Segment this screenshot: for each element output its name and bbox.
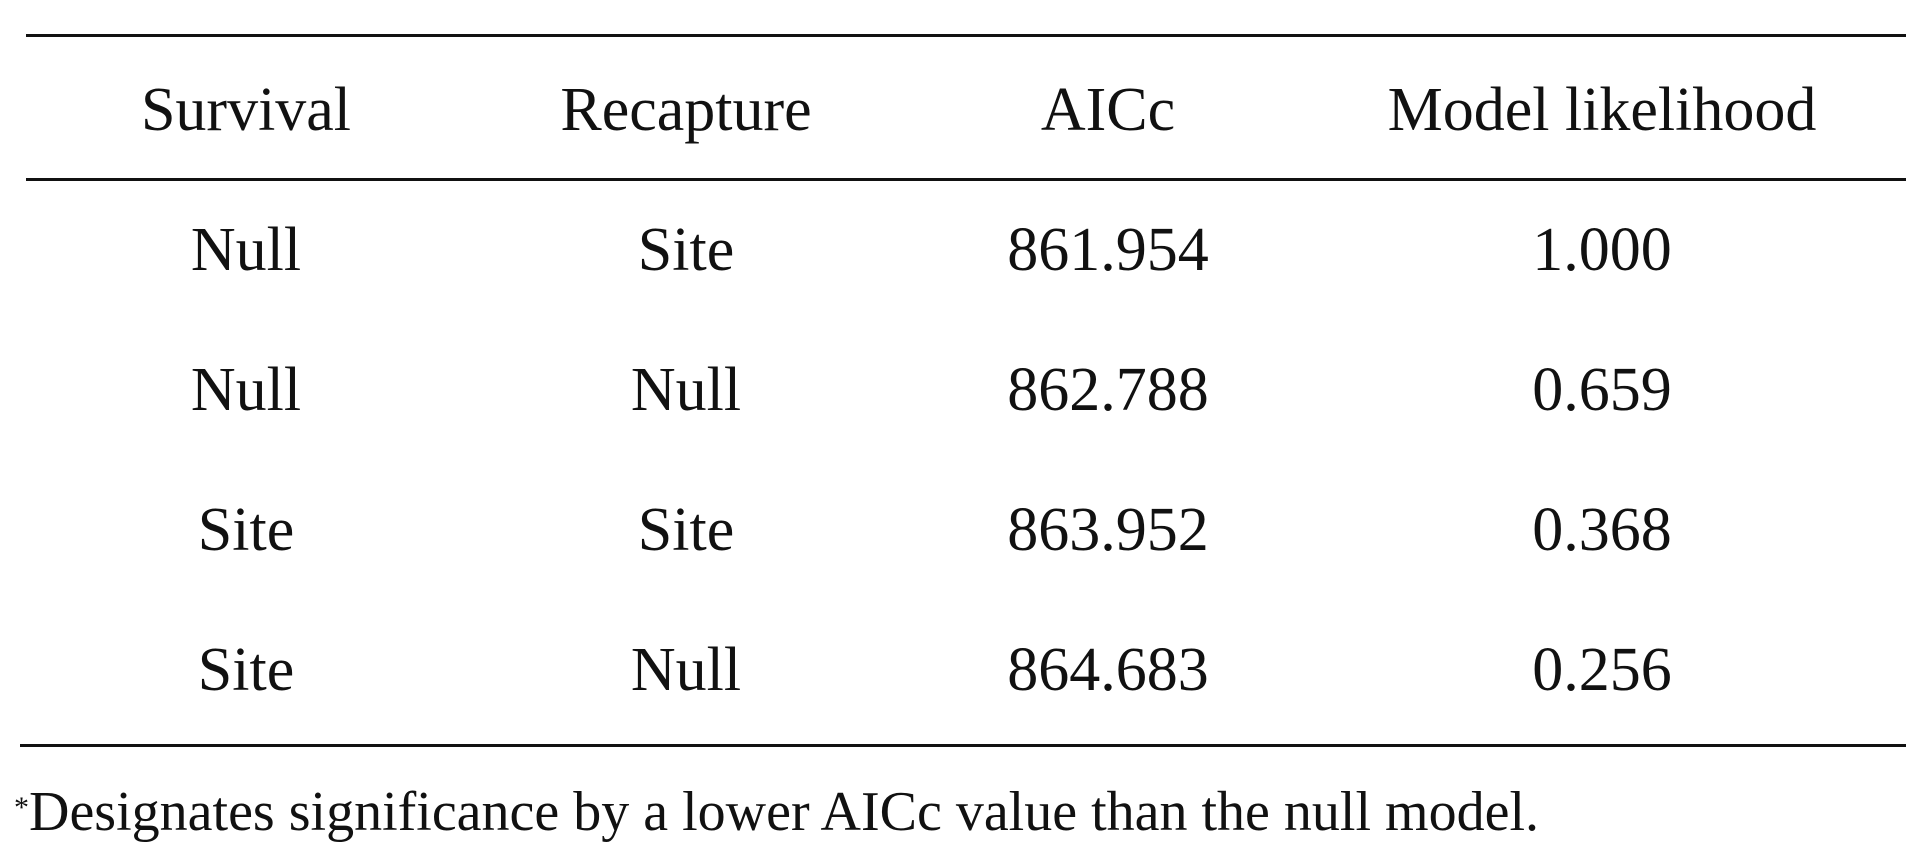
cell-model-likelihood: 0.256 <box>1532 636 1672 704</box>
header-aicc: AICc <box>1040 76 1176 144</box>
cell-recapture: Site <box>637 496 735 564</box>
table-row: Site Site 863.952 0.368 <box>0 480 1912 580</box>
cell-aicc: 863.952 <box>1007 496 1209 564</box>
table-header-rule <box>26 178 1906 181</box>
cell-model-likelihood: 0.368 <box>1532 496 1672 564</box>
cell-survival: Null <box>190 216 302 284</box>
table-bottom-rule <box>20 744 1906 747</box>
cell-survival: Site <box>197 636 295 704</box>
cell-survival: Null <box>190 356 302 424</box>
table-header-row: Survival Recapture AICc Model likelihood <box>0 60 1912 160</box>
cell-recapture: Null <box>630 636 742 704</box>
footnote-marker: * <box>14 791 29 824</box>
table-top-rule <box>26 34 1906 37</box>
table-row: Site Null 864.683 0.256 <box>0 620 1912 720</box>
table-footnote: *Designates significance by a lower AICc… <box>14 772 1539 852</box>
header-model-likelihood: Model likelihood <box>1387 76 1817 144</box>
cell-aicc: 861.954 <box>1007 216 1209 284</box>
cell-aicc: 862.788 <box>1007 356 1209 424</box>
header-survival: Survival <box>140 76 352 144</box>
cell-recapture: Null <box>630 356 742 424</box>
table-row: Null Null 862.788 0.659 <box>0 340 1912 440</box>
cell-aicc: 864.683 <box>1007 636 1209 704</box>
cell-model-likelihood: 1.000 <box>1532 216 1672 284</box>
footnote-text: Designates significance by a lower AICc … <box>29 781 1540 843</box>
header-recapture: Recapture <box>560 76 812 144</box>
cell-recapture: Site <box>637 216 735 284</box>
table-row: Null Site 861.954 1.000 <box>0 200 1912 300</box>
cell-survival: Site <box>197 496 295 564</box>
cell-model-likelihood: 0.659 <box>1532 356 1672 424</box>
